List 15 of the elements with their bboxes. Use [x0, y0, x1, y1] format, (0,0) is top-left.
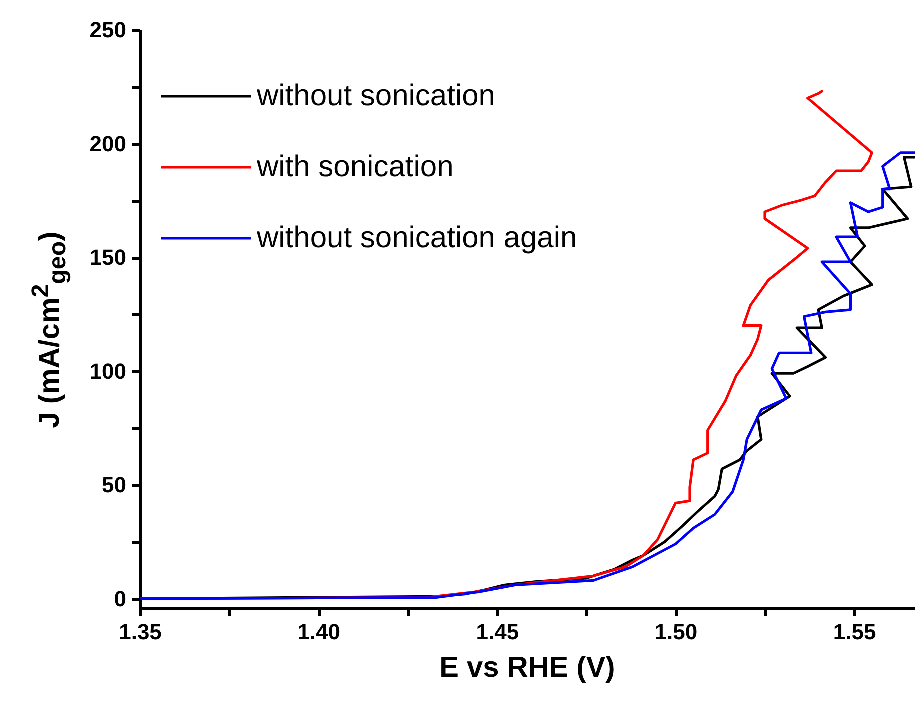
legend-label: with sonication — [256, 150, 454, 184]
y-tick-label: 0 — [114, 586, 126, 612]
x-tick-label: 1.45 — [476, 620, 520, 644]
x-tick-label: 1.50 — [654, 620, 698, 644]
y-tick-label: 250 — [90, 18, 126, 42]
legend-label: without sonication again — [256, 222, 578, 254]
x-tick-label: 1.40 — [298, 620, 340, 644]
y-tick-label: 50 — [102, 472, 126, 498]
y-tick-label: 100 — [90, 358, 126, 384]
x-tick-label: 1.35 — [119, 620, 162, 644]
x-tick-label: 1.55 — [833, 620, 876, 644]
legend-label: without sonication — [256, 80, 496, 112]
y-tick-label: 200 — [90, 131, 126, 156]
x-axis-title: E vs RHE (V) — [438, 652, 616, 685]
y-tick-label: 150 — [90, 245, 126, 270]
